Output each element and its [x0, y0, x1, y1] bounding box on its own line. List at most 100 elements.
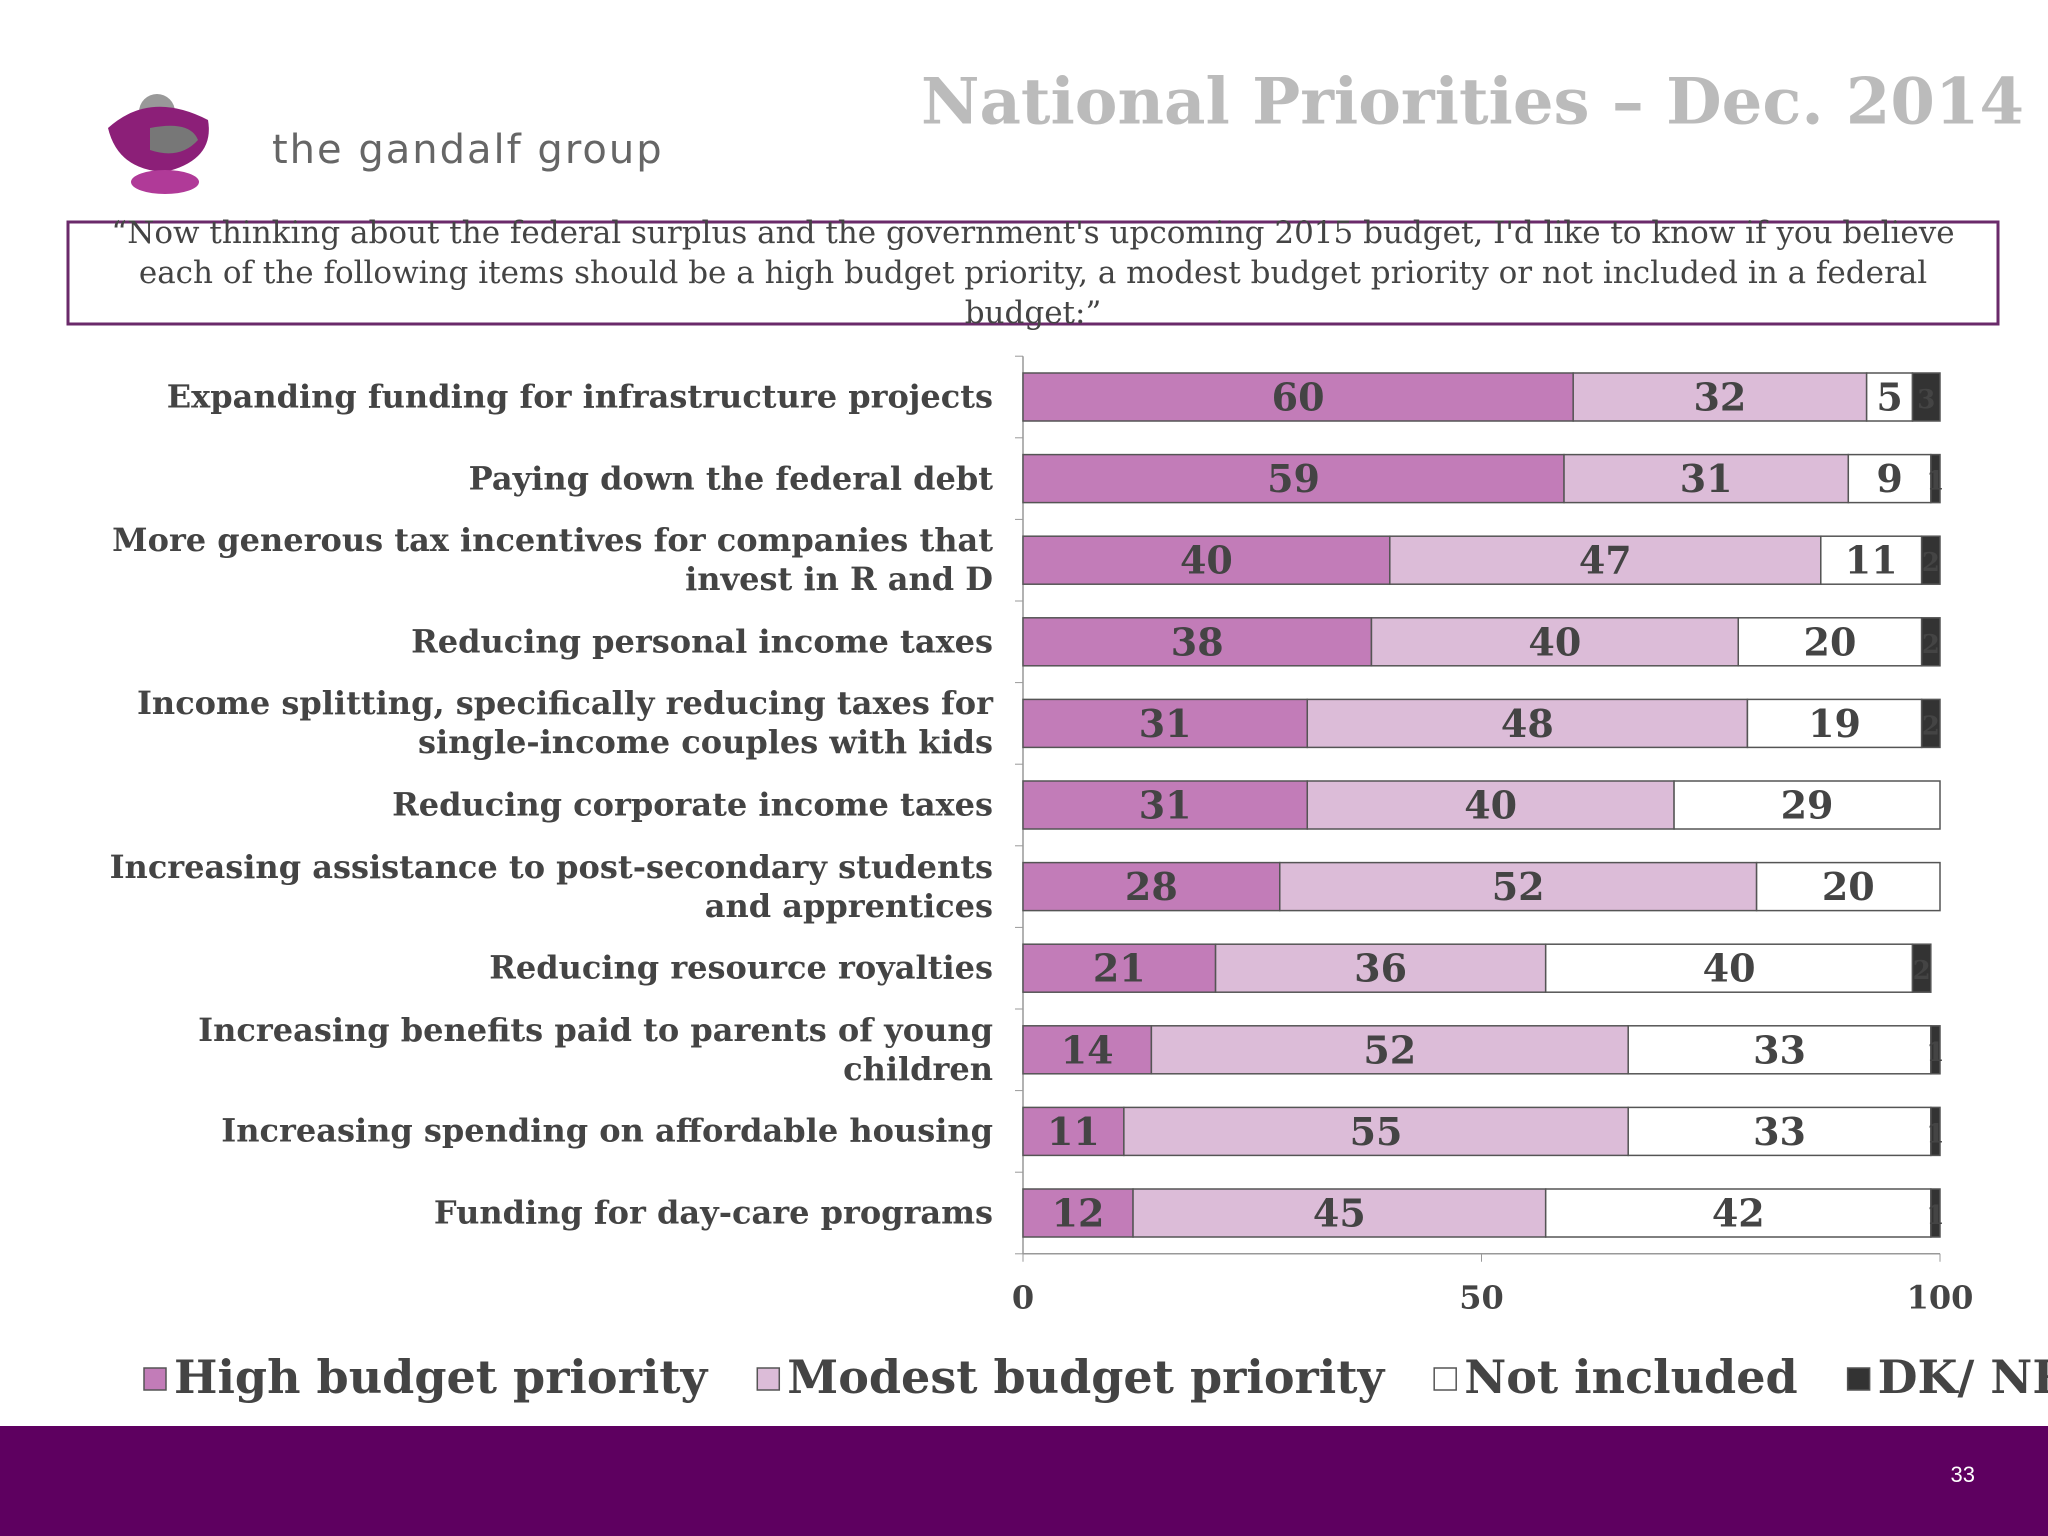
legend-label: DK/ NR: [1878, 1350, 2048, 1404]
x-tick-label: 50: [1459, 1278, 1504, 1316]
logo-base: [131, 170, 199, 194]
data-label: 52: [1492, 864, 1545, 909]
logo: [108, 94, 209, 194]
data-label: 55: [1350, 1109, 1403, 1154]
bar-segment: [1389, 535, 1822, 585]
bar-segment: [1930, 453, 1941, 504]
bar-segment: [1911, 372, 1941, 422]
legend-marker: [1846, 1367, 1871, 1391]
data-label: 48: [1501, 701, 1554, 746]
data-label: 40: [1528, 619, 1581, 664]
data-label: 40: [1464, 783, 1517, 828]
bar-segment: [1930, 1025, 1941, 1075]
x-tick-label: 100: [1907, 1278, 1974, 1316]
data-label: 33: [1753, 1109, 1806, 1154]
data-label: 40: [1180, 538, 1233, 583]
data-label: 1: [1926, 1038, 1944, 1068]
legend-label: Modest budget priority: [787, 1350, 1385, 1404]
x-tick-label: 0: [1012, 1278, 1034, 1316]
data-label: 21: [1093, 946, 1146, 991]
data-label: 2: [1913, 956, 1931, 986]
bar-segment: [1022, 780, 1309, 830]
data-label: 45: [1313, 1191, 1366, 1236]
legend-marker: [1433, 1367, 1457, 1391]
data-label: 19: [1808, 701, 1861, 746]
bar-segment: [1673, 780, 1941, 830]
bar-segment: [1022, 698, 1309, 749]
data-label: 11: [1047, 1109, 1100, 1154]
bar-segment: [1572, 372, 1868, 422]
bar-segment: [1920, 617, 1941, 667]
data-label: 5: [1876, 375, 1902, 420]
data-label: 11: [1845, 538, 1898, 583]
data-label: 2: [1922, 630, 1940, 660]
data-label: 28: [1125, 864, 1178, 909]
legend-label: High budget priority: [174, 1350, 709, 1404]
bar-segment: [1123, 1106, 1629, 1157]
data-label: 42: [1712, 1191, 1765, 1236]
data-label: 31: [1139, 783, 1192, 828]
data-label: 52: [1363, 1027, 1416, 1072]
data-label: 32: [1693, 375, 1746, 420]
category-label: Funding for day-care programs: [433, 1193, 993, 1232]
bar-segment: [1022, 1025, 1153, 1075]
bar-segment: [1544, 1188, 1932, 1238]
bar-segment: [1370, 617, 1740, 667]
data-label: 2: [1922, 548, 1940, 578]
data-label: 29: [1781, 783, 1834, 828]
data-label: 1: [1926, 1119, 1944, 1149]
bar-segment: [1847, 453, 1932, 504]
category-label: Increasing spending on affordable housin…: [221, 1111, 993, 1150]
category-label: More generous tax incentives for compani…: [112, 521, 993, 599]
category-label: Expanding funding for infrastructure pro…: [166, 377, 993, 416]
bar-segment: [1911, 943, 1932, 993]
bar-segment: [1930, 1188, 1941, 1238]
data-label: 31: [1139, 701, 1192, 746]
data-label: 20: [1822, 864, 1875, 909]
data-label: 3: [1917, 385, 1935, 415]
bar-segment: [1627, 1025, 1932, 1075]
logo-shade: [150, 125, 198, 154]
category-label: Income splitting, specifically reducing …: [136, 684, 993, 762]
data-label: 1: [1926, 467, 1944, 497]
bar-segment: [1022, 372, 1574, 422]
legend-marker: [143, 1367, 167, 1391]
bar-segment: [1022, 617, 1373, 667]
bar-segment: [1920, 535, 1941, 585]
bar-segment: [1214, 943, 1547, 993]
chart-title: National Priorities – Dec. 2014: [921, 65, 2024, 140]
data-label: 2: [1922, 711, 1940, 741]
bar-segment: [1737, 617, 1923, 667]
bar-segment: [1755, 861, 1941, 912]
data-label: 9: [1876, 456, 1902, 501]
category-label: Reducing resource royalties: [489, 948, 993, 987]
bar-segment: [1022, 1188, 1134, 1238]
data-label: 14: [1061, 1027, 1114, 1072]
bar-segment: [1920, 698, 1941, 749]
bar-segment: [1022, 943, 1217, 993]
category-label: Reducing corporate income taxes: [392, 785, 993, 824]
bar-segment: [1544, 943, 1914, 993]
category-label: Reducing personal income taxes: [411, 622, 993, 661]
bar-segment: [1865, 372, 1914, 422]
bar-segment: [1306, 698, 1749, 749]
bar-segment: [1746, 698, 1923, 749]
data-label: 1: [1926, 1201, 1944, 1231]
bar-segment: [1150, 1025, 1629, 1075]
bar-segment: [1306, 780, 1675, 830]
bar-segment: [1627, 1106, 1932, 1157]
logo-text: the gandalf group: [272, 127, 664, 173]
category-label: Increasing assistance to post-secondary …: [109, 847, 993, 925]
category-label: Increasing benefits paid to parents of y…: [198, 1010, 993, 1088]
data-label: 60: [1272, 375, 1325, 420]
bar-segment: [1820, 535, 1923, 585]
legend-label: Not included: [1464, 1350, 1797, 1404]
question-box: [66, 220, 2000, 326]
bar-segment: [1022, 535, 1391, 585]
bar-segment: [1022, 453, 1565, 504]
data-label: 40: [1703, 946, 1756, 991]
bar-segment: [1279, 861, 1758, 912]
page-number: 33: [1951, 1462, 1975, 1487]
